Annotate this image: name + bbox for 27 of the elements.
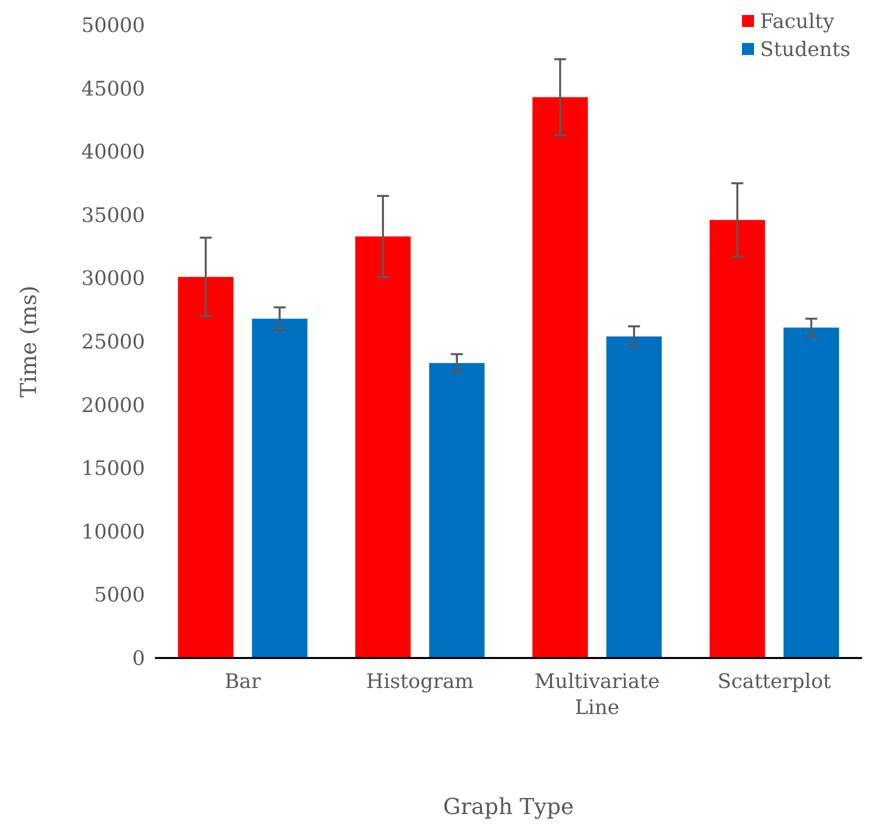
y-axis-title: Time (ms)	[17, 286, 42, 398]
bar	[355, 236, 411, 658]
bar	[252, 318, 308, 658]
y-tick-label: 40000	[81, 140, 145, 164]
y-tick-label: 10000	[81, 519, 145, 544]
y-tick-label: 15000	[81, 456, 145, 480]
x-tick-label: Bar	[224, 669, 262, 693]
bar	[784, 328, 839, 658]
y-tick-label: 20000	[81, 392, 145, 417]
bar	[710, 220, 766, 658]
y-tick-label: 35000	[81, 202, 145, 227]
legend-label: Faculty	[760, 9, 835, 33]
x-tick-label: Histogram	[366, 669, 474, 693]
bar	[429, 363, 485, 658]
y-tick-label: 30000	[81, 266, 145, 290]
x-tick-label: Scatterplot	[718, 669, 832, 693]
x-tick-label: Multivariate Line	[534, 669, 660, 719]
y-tick-label: 25000	[81, 330, 145, 354]
legend-label: Students	[760, 37, 850, 61]
bar	[606, 336, 662, 658]
bar	[532, 97, 588, 658]
bar	[178, 276, 234, 658]
y-tick-label: 45000	[81, 76, 145, 100]
y-tick-label: 0	[132, 646, 145, 670]
y-tick-label: 5000	[94, 582, 145, 607]
x-axis-title: Graph Type	[443, 795, 574, 820]
y-tick-label: 50000	[81, 13, 145, 37]
